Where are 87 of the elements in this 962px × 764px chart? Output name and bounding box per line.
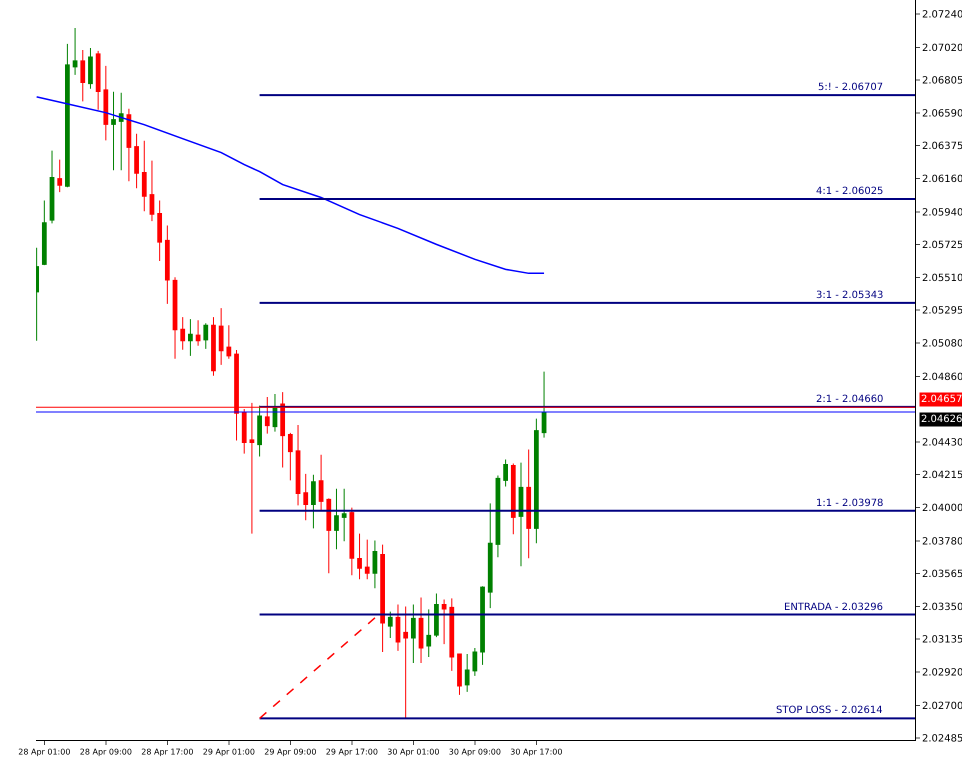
y-tick-label: 2.05295 — [922, 306, 962, 317]
candlestick — [96, 50, 101, 110]
candlestick — [50, 150, 54, 224]
candlestick — [318, 454, 324, 512]
candlestick — [326, 498, 332, 574]
series-label: 3:1 - 2.05343 — [816, 290, 884, 301]
candlestick — [157, 200, 162, 262]
candlestick — [65, 43, 70, 188]
candlestick — [180, 316, 186, 350]
series-label: STOP LOSS - 2.02614 — [776, 705, 883, 716]
candlestick — [218, 308, 224, 366]
candlestick — [396, 604, 400, 652]
candlestick — [380, 544, 385, 652]
candlestick — [103, 65, 108, 141]
candlestick — [442, 598, 446, 645]
candlestick — [496, 475, 500, 558]
candlestick — [257, 405, 262, 457]
candlestick — [426, 608, 432, 658]
candlestick — [134, 133, 139, 189]
candlestick — [296, 424, 300, 506]
y-tick-label: 2.03565 — [922, 569, 962, 580]
candlestick — [534, 418, 539, 544]
candlestick — [88, 47, 93, 90]
candlestick — [480, 586, 485, 666]
series-label: 1:1 - 2.03978 — [816, 498, 884, 509]
candlestick — [164, 225, 170, 304]
series-label: 4:1 - 2.06025 — [816, 186, 884, 197]
candlestick — [42, 200, 47, 266]
candlestick — [488, 502, 493, 609]
candlestick — [349, 507, 354, 576]
candlestick — [272, 394, 278, 432]
candlestick — [518, 462, 524, 567]
candlestick — [203, 322, 208, 350]
candlestick — [526, 448, 532, 559]
x-tick-label: 28 Apr 01:00 — [18, 748, 70, 757]
candlestick — [403, 606, 408, 719]
x-tick-label: 30 Apr 17:00 — [510, 748, 562, 757]
candlestick — [150, 160, 154, 222]
candlestick — [434, 593, 439, 638]
candlestick — [311, 474, 316, 529]
x-tick-label: 29 Apr 09:00 — [264, 748, 316, 757]
candlestick — [196, 320, 200, 346]
candlestick — [126, 108, 132, 182]
y-tick-label: 2.06375 — [922, 141, 962, 152]
candlestick — [357, 533, 362, 580]
y-tick-label: 2.02485 — [922, 734, 962, 745]
candlestick — [503, 459, 508, 487]
y-tick-label: 2.03135 — [922, 634, 962, 646]
y-tick-label: 2.05725 — [922, 240, 962, 252]
x-tick-label: 29 Apr 01:00 — [202, 748, 255, 757]
candlestick — [303, 473, 308, 521]
candlestick — [342, 488, 347, 542]
candlestick — [111, 91, 116, 171]
candlestick — [372, 540, 378, 589]
ref-line-label: 2.04657 — [921, 394, 962, 405]
candlestick — [142, 140, 147, 212]
candlestick — [457, 653, 462, 696]
candlestick — [364, 539, 370, 580]
candlestick — [388, 611, 393, 638]
candlestick — [188, 318, 193, 356]
candlestick — [80, 49, 86, 102]
candlestick — [57, 159, 62, 193]
x-tick-label: 28 Apr 17:00 — [141, 748, 194, 757]
candlestick — [288, 432, 293, 481]
x-tick-label: 29 Apr 17:00 — [326, 748, 378, 757]
y-tick-label: 2.04215 — [922, 470, 962, 482]
candlestick — [472, 648, 478, 676]
ref-line-label: 2.04626 — [921, 414, 962, 425]
x-tick-label: 30 Apr 01:00 — [387, 748, 440, 757]
candlestick — [72, 28, 78, 76]
candlestick — [172, 276, 178, 360]
candlestick — [449, 598, 454, 672]
series-label: ENTRADA - 2.03296 — [784, 602, 883, 613]
candlestick — [464, 653, 470, 692]
candlestick — [542, 371, 546, 438]
x-tick-label: 28 Apr 09:00 — [80, 748, 132, 757]
candlestick — [418, 596, 424, 664]
x-tick-label: 30 Apr 09:00 — [448, 748, 501, 757]
candlestick — [410, 604, 416, 664]
candlestick — [226, 324, 232, 360]
series-label: 5:! - 2.06707 — [818, 82, 884, 93]
candlestick — [334, 488, 339, 550]
series-label: 2:1 - 2.04660 — [816, 394, 884, 405]
candlestick — [510, 462, 516, 535]
candlestick — [211, 316, 216, 376]
y-tick-label: 2.06805 — [922, 76, 962, 87]
candlestick — [118, 92, 124, 171]
